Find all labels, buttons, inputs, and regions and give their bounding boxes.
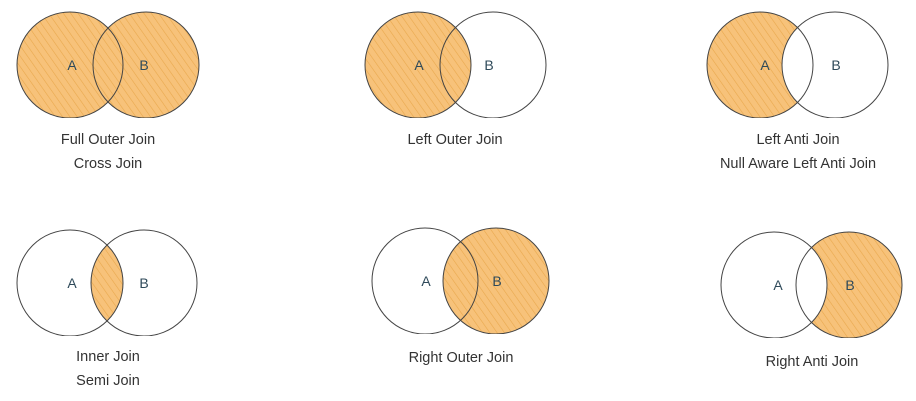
circle-a-fill bbox=[707, 12, 813, 118]
circle-a-outline bbox=[16, 11, 124, 118]
caption-line: Null Aware Left Anti Join bbox=[719, 156, 877, 172]
set-a-label: A bbox=[414, 57, 424, 73]
caption-right-anti-join: Right Anti Join bbox=[682, 350, 916, 374]
set-a-label: A bbox=[760, 57, 770, 73]
caption-line: Inner Join bbox=[76, 349, 140, 365]
set-a-label: A bbox=[67, 275, 77, 291]
caption-line: Left Anti Join bbox=[756, 132, 840, 148]
caption-right-outer-join: Right Outer Join bbox=[331, 346, 591, 370]
caption-left-outer-join: Left Outer Join bbox=[325, 128, 585, 152]
set-b-label: B bbox=[139, 275, 148, 291]
circle-a-outline bbox=[16, 229, 124, 336]
circle-b-fill bbox=[443, 228, 549, 334]
set-a-label: A bbox=[773, 277, 783, 293]
circle-b-outline bbox=[442, 227, 550, 334]
circle-a-fill bbox=[365, 12, 471, 118]
set-b-label: B bbox=[845, 277, 854, 293]
venn-diagram-right-anti-join: A B bbox=[720, 231, 903, 338]
caption-full-outer-join: Full Outer Join Cross Join bbox=[0, 128, 238, 176]
caption-line: Right Outer Join bbox=[408, 350, 514, 366]
circle-b-outline bbox=[439, 11, 547, 118]
venn-diagram-right-outer-join: A B bbox=[371, 227, 550, 334]
circle-b-outline bbox=[92, 11, 200, 118]
circle-b-outline bbox=[90, 229, 198, 336]
set-a-label: A bbox=[421, 273, 431, 289]
set-a-label: A bbox=[67, 57, 77, 73]
venn-diagram-left-anti-join: A B bbox=[706, 11, 889, 118]
caption-line: Left Outer Join bbox=[407, 132, 503, 148]
caption-line: Cross Join bbox=[73, 156, 143, 172]
circle-a-outline bbox=[706, 11, 814, 118]
venn-diagram-full-outer-join: A B bbox=[16, 11, 200, 118]
venn-diagram-left-outer-join: A B bbox=[364, 11, 547, 118]
set-b-label: B bbox=[492, 273, 501, 289]
circle-a-outline bbox=[720, 231, 828, 338]
set-b-label: B bbox=[484, 57, 493, 73]
circle-b-fill bbox=[796, 232, 902, 338]
circle-a-outline bbox=[371, 227, 479, 334]
caption-line: Full Outer Join bbox=[60, 132, 156, 148]
circle-a-outline bbox=[364, 11, 472, 118]
caption-left-anti-join: Left Anti Join Null Aware Left Anti Join bbox=[668, 128, 916, 176]
caption-line: Semi Join bbox=[76, 373, 140, 389]
circle-b-fill bbox=[93, 12, 199, 118]
set-b-label: B bbox=[831, 57, 840, 73]
caption-inner-join: Inner Join Semi Join bbox=[0, 345, 238, 393]
caption-line: Right Anti Join bbox=[765, 354, 859, 370]
venn-diagram-inner-join: A B bbox=[16, 229, 198, 336]
circle-a-fill bbox=[17, 12, 123, 118]
circle-b-outline bbox=[781, 11, 889, 118]
set-b-label: B bbox=[139, 57, 148, 73]
circle-b-outline bbox=[795, 231, 903, 338]
